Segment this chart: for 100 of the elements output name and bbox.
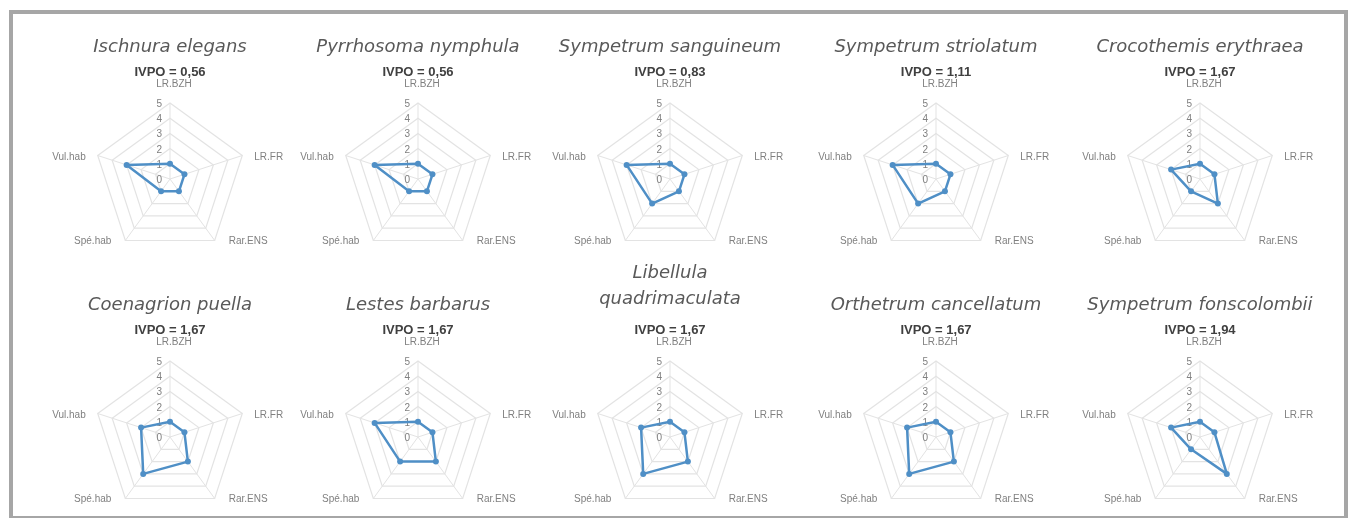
- y-tick-label: 4: [1186, 113, 1193, 125]
- spoke-label: Rar.ENS: [1258, 235, 1298, 247]
- spoke-label: LR.FR: [254, 150, 284, 162]
- spoke-label: LR.FR: [1020, 150, 1050, 162]
- spoke-label: LR.BZH: [922, 78, 958, 89]
- spoke-label: Rar.ENS: [228, 493, 268, 505]
- spoke-label: Vul.hab: [818, 408, 853, 420]
- y-tick-label: 5: [656, 356, 663, 367]
- spoke-label: LR.BZH: [922, 336, 958, 347]
- y-tick-label: 0: [404, 174, 411, 185]
- y-tick-label: 0: [1186, 432, 1193, 443]
- y-tick-label: 5: [1186, 356, 1193, 367]
- chart-subtitle: IVPO = 0,56: [382, 64, 454, 79]
- chart-title: Ischnura elegans: [93, 35, 247, 56]
- y-tick-label: 5: [922, 356, 929, 367]
- y-tick-label: 2: [656, 143, 663, 155]
- chart-subtitle: IVPO = 1,67: [634, 322, 706, 337]
- spoke-label: LR.BZH: [656, 78, 692, 89]
- spoke-label: LR.BZH: [1186, 78, 1222, 89]
- chart-title: Libellula quadrimaculata: [599, 261, 741, 308]
- y-tick-label: 5: [404, 98, 411, 109]
- y-tick-label: 4: [656, 371, 663, 383]
- y-tick-label: 4: [156, 371, 163, 383]
- y-tick-label: 0: [656, 174, 663, 185]
- y-tick-label: 2: [404, 401, 411, 413]
- spoke-label: Rar.ENS: [476, 235, 516, 247]
- spoke-label: Rar.ENS: [728, 493, 768, 505]
- spoke-label: Spé.hab: [574, 235, 612, 247]
- y-tick-label: 5: [404, 356, 411, 367]
- spoke-label: Vul.hab: [1082, 150, 1117, 162]
- spoke-label: Vul.hab: [52, 408, 87, 420]
- spoke-label: Vul.hab: [552, 150, 587, 162]
- y-tick-label: 3: [404, 386, 411, 398]
- y-tick-label: 4: [1186, 371, 1193, 383]
- y-tick-label: 5: [922, 98, 929, 109]
- y-tick-label: 2: [404, 143, 411, 155]
- y-tick-label: 5: [1186, 98, 1193, 109]
- spoke-label: Rar.ENS: [994, 235, 1034, 247]
- spoke-label: LR.FR: [754, 408, 784, 420]
- y-tick-label: 0: [404, 432, 411, 443]
- y-tick-label: 4: [656, 113, 663, 125]
- y-tick-label: 2: [922, 143, 929, 155]
- spoke-label: Spé.hab: [322, 493, 360, 505]
- spoke-label: Spé.hab: [1104, 235, 1142, 247]
- y-tick-label: 3: [156, 386, 163, 398]
- chart-title: Lestes barbarus: [345, 293, 491, 314]
- y-tick-label: 0: [156, 174, 163, 185]
- spoke-label: LR.FR: [1284, 150, 1314, 162]
- chart-title: Orthetrum cancellatum: [830, 293, 1042, 314]
- chart-subtitle: IVPO = 1,67: [1164, 64, 1236, 79]
- chart-title: Sympetrum striolatum: [834, 35, 1038, 56]
- spoke-label: Rar.ENS: [994, 493, 1034, 505]
- chart-subtitle: IVPO = 1,94: [1164, 322, 1237, 337]
- y-tick-label: 3: [1186, 386, 1193, 398]
- spoke-label: LR.FR: [254, 408, 284, 420]
- y-tick-label: 4: [922, 371, 929, 383]
- y-tick-label: 2: [1186, 401, 1193, 413]
- spoke-label: LR.BZH: [156, 78, 192, 89]
- chart-title: Sympetrum fonscolombii: [1087, 293, 1313, 314]
- spoke-label: Rar.ENS: [228, 235, 268, 247]
- spoke-label: Spé.hab: [322, 235, 360, 247]
- spoke-label: LR.FR: [754, 150, 784, 162]
- spoke-label: Spé.hab: [74, 493, 112, 505]
- y-tick-label: 3: [922, 386, 929, 398]
- chart-subtitle: IVPO = 1,67: [382, 322, 454, 337]
- spoke-label: LR.FR: [502, 408, 532, 420]
- spoke-label: LR.BZH: [404, 78, 440, 89]
- y-tick-label: 0: [922, 174, 929, 185]
- y-tick-label: 2: [156, 143, 163, 155]
- y-tick-label: 5: [656, 98, 663, 109]
- spoke-label: LR.FR: [1020, 408, 1050, 420]
- y-tick-label: 2: [1186, 143, 1193, 155]
- y-tick-label: 2: [156, 401, 163, 413]
- spoke-label: Vul.hab: [52, 150, 87, 162]
- spoke-label: LR.BZH: [404, 336, 440, 347]
- y-tick-label: 4: [404, 113, 411, 125]
- spoke-label: Spé.hab: [74, 235, 112, 247]
- spoke-label: Vul.hab: [552, 408, 587, 420]
- spoke-label: Rar.ENS: [728, 235, 768, 247]
- spoke-label: LR.BZH: [1186, 336, 1222, 347]
- chart-subtitle: IVPO = 1,11: [900, 64, 972, 79]
- y-tick-label: 3: [656, 386, 663, 398]
- y-tick-label: 3: [404, 128, 411, 140]
- y-tick-label: 3: [656, 128, 663, 140]
- y-tick-label: 4: [404, 371, 411, 383]
- spoke-label: LR.FR: [502, 150, 532, 162]
- chart-title: Crocothemis erythraea: [1096, 35, 1304, 56]
- y-tick-label: 3: [156, 128, 163, 140]
- chart-subtitle: IVPO = 0,56: [134, 64, 206, 79]
- chart-title: Coenagrion puella: [87, 293, 253, 314]
- chart-subtitle: IVPO = 1,67: [134, 322, 206, 337]
- spoke-label: Spé.hab: [1104, 493, 1142, 505]
- spoke-label: Rar.ENS: [1258, 493, 1298, 505]
- spoke-label: Spé.hab: [840, 235, 878, 247]
- y-tick-label: 3: [1186, 128, 1193, 140]
- spoke-label: Spé.hab: [574, 493, 612, 505]
- y-tick-label: 2: [922, 401, 929, 413]
- chart-subtitle: IVPO = 1,67: [900, 322, 972, 337]
- y-tick-label: 0: [922, 432, 929, 443]
- y-tick-label: 4: [156, 113, 163, 125]
